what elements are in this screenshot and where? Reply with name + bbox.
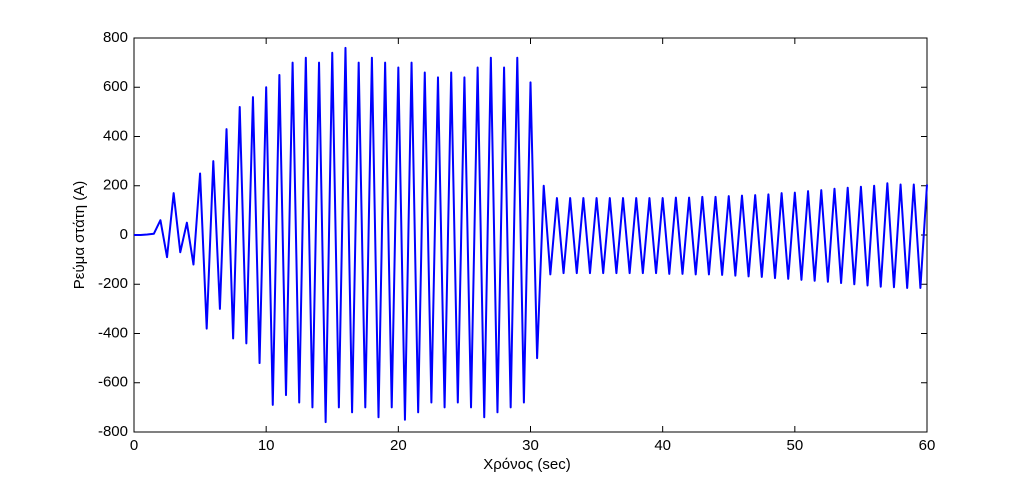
- y-tick-label: 800: [103, 29, 128, 46]
- x-axis-label: Χρόνος (sec): [483, 456, 570, 473]
- x-tick-label: 60: [919, 437, 936, 454]
- y-tick-label: -400: [98, 324, 128, 341]
- y-tick-label: 400: [103, 127, 128, 144]
- x-tick-label: 40: [654, 437, 671, 454]
- x-tick-label: 30: [522, 437, 539, 454]
- y-axis-label: Ρεύμα στάτη (A): [71, 181, 88, 289]
- y-tick-label: 200: [103, 177, 128, 194]
- y-tick-label: 0: [120, 226, 128, 243]
- signal-line: [134, 46, 928, 424]
- x-tick-label: 50: [786, 437, 803, 454]
- y-tick-label: -800: [98, 423, 128, 440]
- y-tick-label: -600: [98, 374, 128, 391]
- y-tick-label: 600: [103, 78, 128, 95]
- x-tick-label: 0: [130, 437, 138, 454]
- y-tick-label: -200: [98, 275, 128, 292]
- x-tick-label: 10: [258, 437, 275, 454]
- x-tick-label: 20: [390, 437, 407, 454]
